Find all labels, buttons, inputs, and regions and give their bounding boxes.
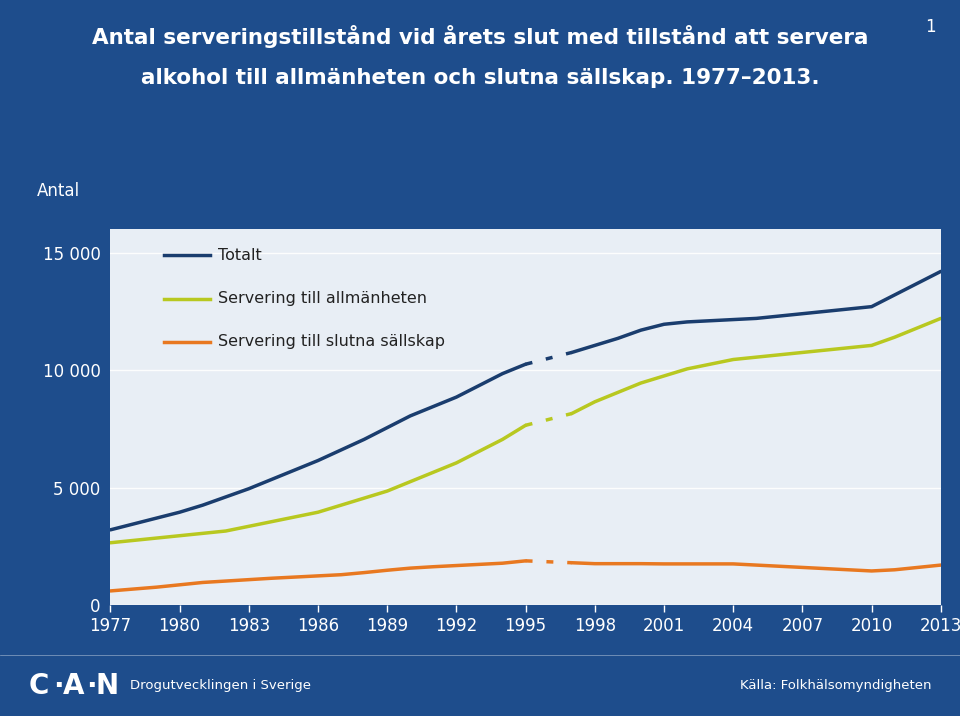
- Text: Antal: Antal: [36, 183, 80, 200]
- Text: alkohol till allmänheten och slutna sällskap. 1977–2013.: alkohol till allmänheten och slutna säll…: [141, 68, 819, 88]
- Text: Antal serveringstillstånd vid årets slut med tillstånd att servera: Antal serveringstillstånd vid årets slut…: [92, 25, 868, 48]
- Text: N: N: [96, 672, 119, 700]
- Text: A: A: [62, 672, 84, 700]
- Text: ·: ·: [53, 672, 63, 700]
- Text: C: C: [29, 672, 49, 700]
- Text: Totalt: Totalt: [218, 248, 262, 263]
- Text: Servering till slutna sällskap: Servering till slutna sällskap: [218, 334, 445, 349]
- Text: 1: 1: [925, 18, 936, 36]
- Text: Drogutvecklingen i Sverige: Drogutvecklingen i Sverige: [130, 679, 311, 692]
- Text: ·: ·: [86, 672, 97, 700]
- Text: Källa: Folkhälsomyndigheten: Källa: Folkhälsomyndigheten: [740, 679, 931, 692]
- Text: Servering till allmänheten: Servering till allmänheten: [218, 291, 427, 306]
